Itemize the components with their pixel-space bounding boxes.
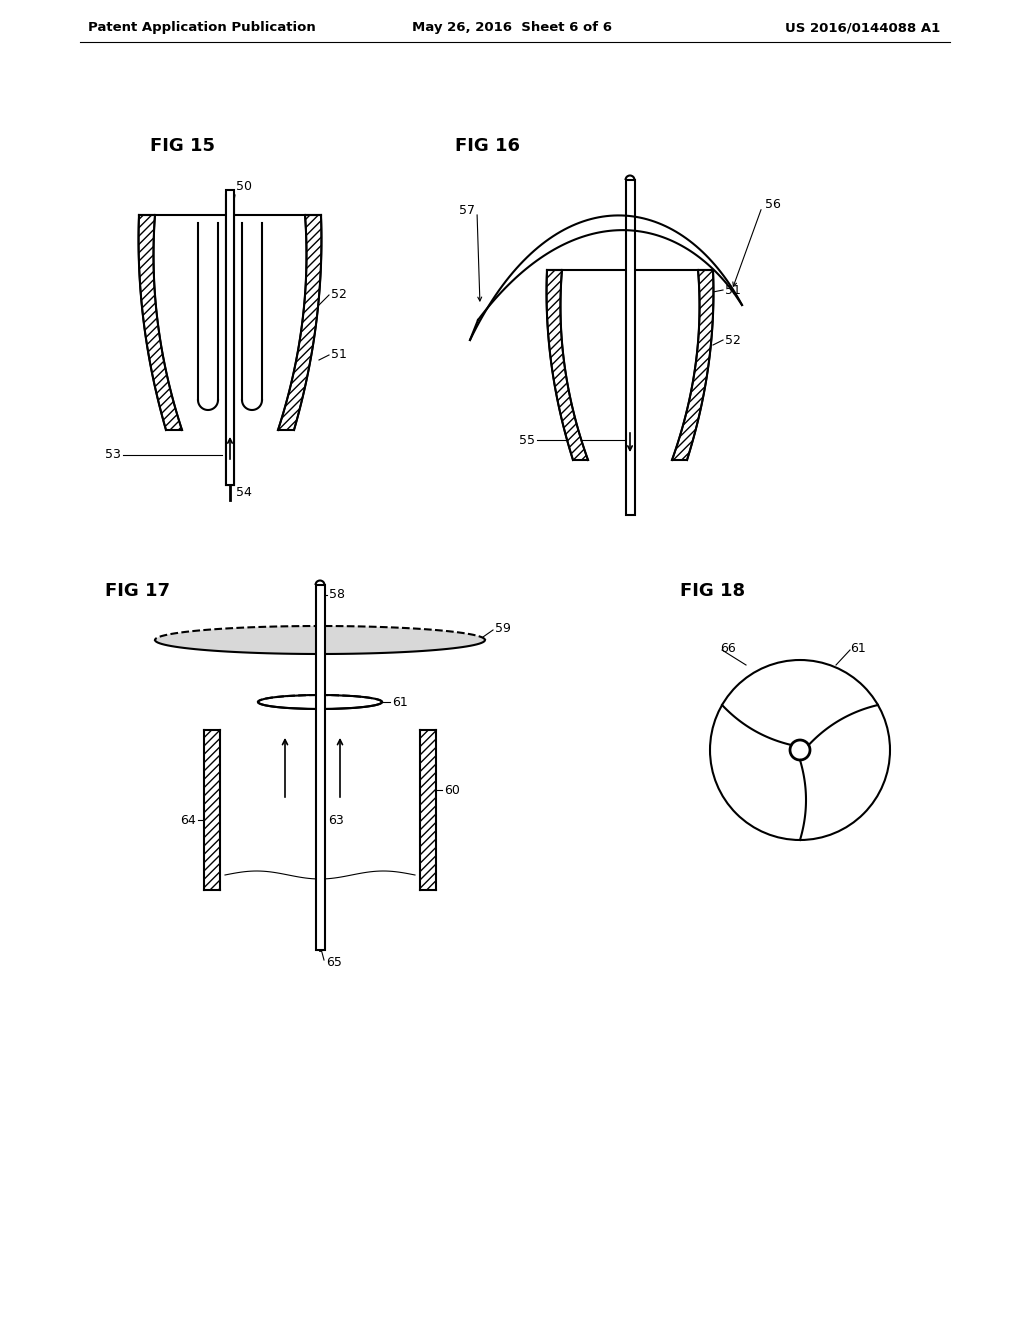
Polygon shape — [278, 215, 322, 430]
Text: 63: 63 — [328, 813, 344, 826]
Text: 66: 66 — [720, 642, 736, 655]
Text: FIG 15: FIG 15 — [150, 137, 215, 154]
Polygon shape — [420, 730, 436, 890]
Text: 51: 51 — [725, 284, 741, 297]
Text: 60: 60 — [444, 784, 460, 796]
Text: 56: 56 — [765, 198, 781, 211]
Text: FIG 16: FIG 16 — [455, 137, 520, 154]
Bar — [626, 180, 635, 515]
Bar — [316, 585, 325, 950]
Text: 64: 64 — [180, 813, 196, 826]
Text: FIG 17: FIG 17 — [105, 582, 170, 601]
Bar — [226, 195, 234, 484]
Polygon shape — [547, 271, 588, 459]
Text: 65: 65 — [326, 956, 342, 969]
Text: 52: 52 — [331, 289, 347, 301]
Text: 53: 53 — [105, 449, 121, 462]
Bar — [226, 190, 234, 484]
Text: Patent Application Publication: Patent Application Publication — [88, 21, 315, 34]
Text: 61: 61 — [392, 696, 408, 709]
Text: 58: 58 — [329, 589, 345, 602]
Text: 51: 51 — [331, 348, 347, 362]
Text: 55: 55 — [519, 433, 535, 446]
Text: 61: 61 — [850, 642, 865, 655]
Bar — [226, 190, 234, 484]
Text: 59: 59 — [495, 622, 511, 635]
Polygon shape — [204, 730, 220, 890]
Text: FIG 18: FIG 18 — [680, 582, 745, 601]
Text: May 26, 2016  Sheet 6 of 6: May 26, 2016 Sheet 6 of 6 — [412, 21, 612, 34]
Polygon shape — [138, 215, 182, 430]
Polygon shape — [672, 271, 714, 459]
Text: 52: 52 — [725, 334, 741, 346]
Text: 50: 50 — [236, 180, 252, 193]
Ellipse shape — [155, 626, 485, 653]
Text: 54: 54 — [236, 486, 252, 499]
Text: 57: 57 — [459, 203, 475, 216]
Ellipse shape — [258, 696, 382, 709]
Text: US 2016/0144088 A1: US 2016/0144088 A1 — [784, 21, 940, 34]
